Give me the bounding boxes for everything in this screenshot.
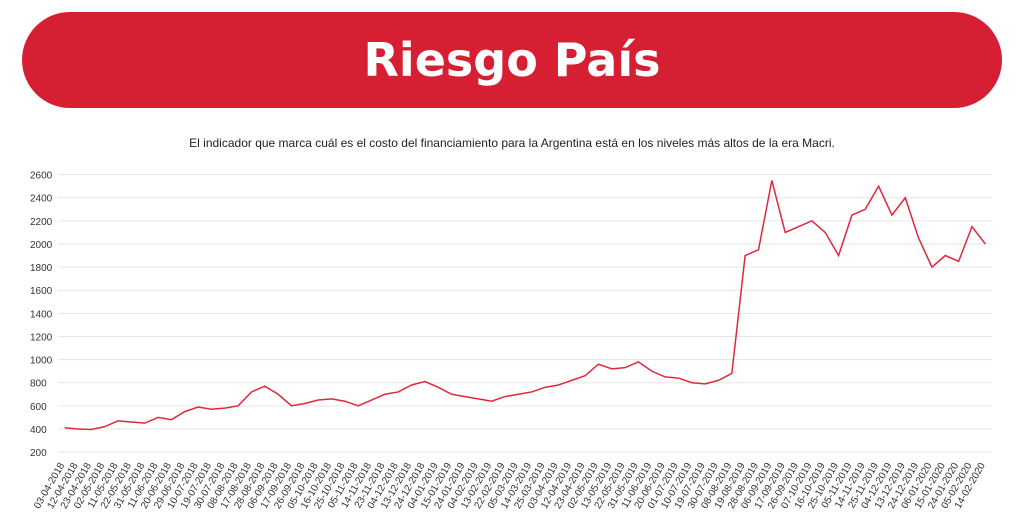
banner: Riesgo País: [22, 12, 1002, 108]
y-tick-label: 1000: [30, 356, 53, 367]
y-tick-label: 2200: [30, 217, 53, 228]
chart-subtitle: El indicador que marca cuál es el costo …: [189, 136, 835, 150]
y-tick-label: 1600: [30, 286, 53, 297]
y-tick-label: 1800: [30, 263, 53, 274]
y-tick-label: 1200: [30, 332, 53, 343]
y-tick-label: 400: [30, 425, 47, 436]
chart-title: Riesgo País: [363, 33, 661, 87]
data-line: [64, 180, 986, 431]
y-tick-label: 200: [30, 448, 47, 459]
y-tick-label: 2400: [30, 194, 53, 205]
y-tick-label: 2600: [30, 171, 53, 182]
y-tick-label: 2000: [30, 240, 53, 251]
y-tick-label: 600: [30, 402, 47, 413]
y-tick-label: 1400: [30, 309, 53, 320]
y-tick-label: 800: [30, 379, 47, 390]
